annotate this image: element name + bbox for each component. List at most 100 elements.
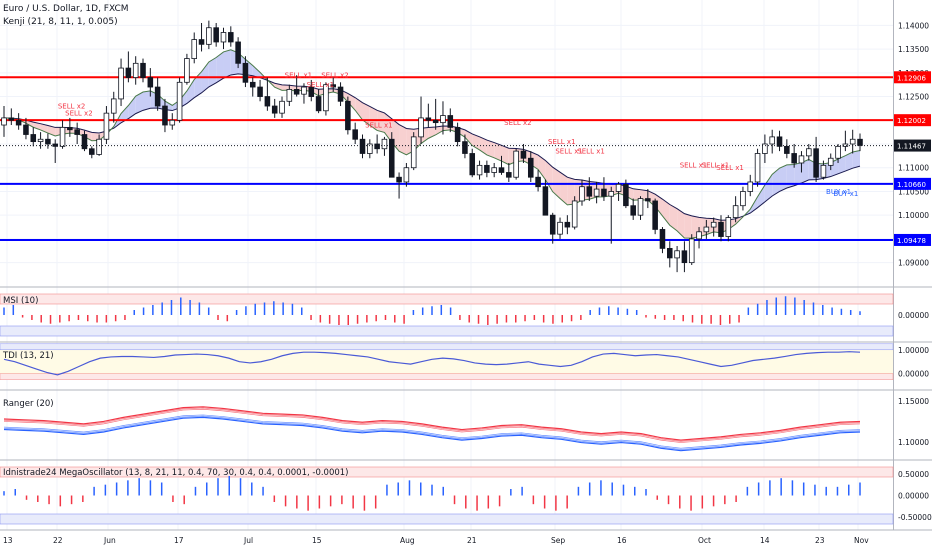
ma-cloud-segment bbox=[464, 129, 473, 146]
ma-cloud-segment bbox=[794, 162, 802, 186]
candle-body bbox=[198, 39, 205, 45]
tdi-upper-band bbox=[0, 343, 894, 351]
candle-body bbox=[557, 221, 563, 235]
candle-body bbox=[264, 96, 271, 107]
indicator-line bbox=[3, 406, 861, 441]
candle-body bbox=[681, 250, 688, 264]
ma-cloud-segment bbox=[274, 83, 283, 91]
y-tick-label: 1.11000 bbox=[898, 164, 929, 173]
y-tick-label: 1.12500 bbox=[898, 93, 929, 102]
candle-body bbox=[440, 115, 446, 124]
candle-body bbox=[359, 138, 366, 154]
candle-body bbox=[169, 119, 176, 126]
candle-body bbox=[579, 186, 585, 202]
candle-body bbox=[293, 89, 300, 95]
sell-signal-label: SELL x1 bbox=[555, 147, 583, 155]
candle-body bbox=[81, 134, 88, 150]
ma-cloud-segment bbox=[399, 124, 407, 155]
candle-body bbox=[725, 217, 732, 237]
candle-body bbox=[513, 150, 519, 178]
x-tick-label: Aug bbox=[400, 536, 415, 545]
candle-body bbox=[118, 67, 124, 100]
level-price-tag bbox=[894, 177, 931, 190]
candle-body bbox=[125, 67, 132, 78]
ma-cloud-segment bbox=[355, 97, 363, 120]
candle-body bbox=[103, 112, 110, 140]
sell-signal-label: SELL x1 bbox=[702, 162, 730, 170]
ma-cloud-segment bbox=[779, 164, 787, 192]
candle-body bbox=[769, 136, 775, 145]
candle-body bbox=[59, 126, 66, 147]
candle-body bbox=[593, 188, 600, 197]
candle-body bbox=[176, 81, 183, 121]
sell-signal-label: SELL x2 bbox=[58, 102, 86, 110]
ma-cloud-segment bbox=[282, 84, 290, 91]
candle-body bbox=[257, 86, 263, 97]
candle-body bbox=[23, 124, 29, 135]
candle-body bbox=[857, 138, 863, 146]
candle-body bbox=[506, 172, 512, 178]
candle-body bbox=[154, 86, 161, 107]
ma-cloud-segment bbox=[186, 79, 195, 104]
ma-cloud-segment bbox=[662, 199, 670, 226]
candle-body bbox=[564, 221, 571, 228]
candle-body bbox=[147, 77, 154, 88]
candle-body bbox=[806, 148, 812, 157]
y-tick-label: 0.50000 bbox=[898, 470, 929, 479]
candle-body bbox=[740, 191, 746, 207]
candle-body bbox=[301, 86, 307, 95]
candle-body bbox=[798, 155, 805, 164]
candle-body bbox=[96, 138, 102, 155]
chart-title: Euro / U.S. Dollar, 1D, FXCM bbox=[3, 4, 129, 14]
candle-body bbox=[462, 141, 468, 154]
candle-body bbox=[469, 153, 476, 176]
candle-body bbox=[454, 126, 461, 143]
sell-signal-label: SELL x2 bbox=[65, 110, 93, 118]
ma-cloud-segment bbox=[435, 125, 443, 135]
ma-cloud-segment bbox=[838, 155, 846, 174]
x-tick-label: Jul bbox=[243, 536, 253, 545]
candle-body bbox=[410, 136, 417, 169]
candle-body bbox=[8, 117, 15, 121]
candle-body bbox=[776, 136, 783, 147]
candle-body bbox=[447, 115, 454, 128]
candle-body bbox=[271, 105, 278, 114]
ma-cloud-segment bbox=[223, 49, 231, 79]
candle-body bbox=[184, 58, 190, 83]
indicator-line bbox=[3, 408, 861, 443]
candle-body bbox=[337, 86, 344, 102]
candle-body bbox=[140, 62, 146, 78]
candle-body bbox=[615, 183, 622, 192]
level-price-tag bbox=[894, 71, 931, 84]
candle-body bbox=[827, 157, 834, 166]
candle-body bbox=[835, 145, 841, 159]
candle-body bbox=[206, 27, 212, 45]
sell-signal-label: SELL x1 bbox=[365, 121, 393, 129]
candle-body bbox=[791, 153, 797, 164]
candle-body bbox=[191, 39, 198, 59]
candle-body bbox=[286, 89, 293, 102]
candle-body bbox=[110, 98, 117, 114]
sell-signal-label: SELL x1 bbox=[285, 72, 313, 80]
overbought-band bbox=[0, 466, 894, 478]
ma-cloud-segment bbox=[786, 164, 795, 189]
ranger-label: Ranger (20) bbox=[3, 399, 54, 409]
candle-body bbox=[718, 221, 724, 237]
tdi-lower-band bbox=[0, 373, 894, 380]
candle-body bbox=[37, 138, 44, 143]
candle-body bbox=[623, 183, 629, 207]
x-tick-label: Sep bbox=[551, 536, 565, 545]
y-tick-label: 1.00000 bbox=[898, 346, 929, 355]
x-tick-label: 16 bbox=[617, 536, 627, 545]
ma-cloud-segment bbox=[252, 65, 261, 78]
sell-signal-label: SELL x2 bbox=[504, 119, 531, 127]
candle-body bbox=[89, 148, 95, 155]
candle-body bbox=[425, 117, 432, 121]
candle-body bbox=[367, 143, 373, 154]
ma-cloud-segment bbox=[377, 110, 385, 133]
fast-ma-line bbox=[3, 49, 861, 239]
x-tick-label: 21 bbox=[467, 536, 477, 545]
candle-body bbox=[667, 248, 673, 259]
tdi-band bbox=[0, 349, 893, 374]
